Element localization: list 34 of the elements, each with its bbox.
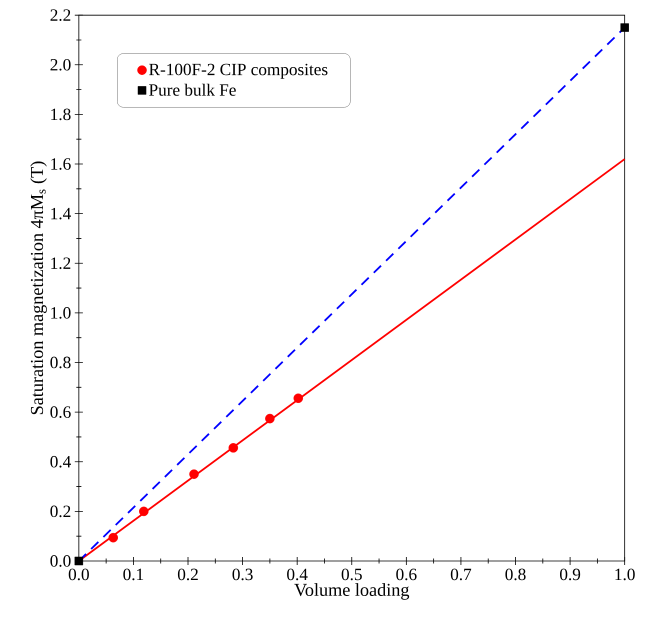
x-tick-label: 0.7 xyxy=(450,568,472,580)
legend-label: Pure bulk Fe xyxy=(149,84,236,96)
y-tick-label: 1.2 xyxy=(51,258,70,270)
x-tick-label: 0.3 xyxy=(232,568,253,580)
legend-label: R-100F-2 CIP composites xyxy=(149,64,328,79)
y-tick-label: 0.6 xyxy=(50,406,71,418)
x-tick-label: 0.2 xyxy=(178,568,198,580)
y-tick-label: 0.0 xyxy=(50,555,71,567)
x-axis-title: Volume loading xyxy=(294,583,410,600)
y-tick-label: 0.4 xyxy=(50,456,71,468)
y-tick-label: 1.0 xyxy=(51,307,71,319)
point xyxy=(620,23,629,32)
point xyxy=(108,533,118,543)
x-tick-label: 1.0 xyxy=(615,568,635,580)
x-tick-label: 0.6 xyxy=(396,568,417,580)
y-tick-label: 2.2 xyxy=(50,9,70,22)
y-tick-label: 0.2 xyxy=(50,506,70,518)
x-tick-label: 0.0 xyxy=(68,568,89,580)
point xyxy=(139,506,149,516)
point xyxy=(228,443,238,453)
x-tick-label: 0.1 xyxy=(123,568,144,580)
x-tick-label: 0.4 xyxy=(287,568,308,580)
y-axis-title: Saturation magnetization 4πM$_{s}$ (T) xyxy=(30,162,47,414)
point xyxy=(265,414,275,424)
y-tick-label: 1.6 xyxy=(51,158,71,170)
y-tick-label: 1.8 xyxy=(51,108,71,120)
x-tick-label: 0.5 xyxy=(342,568,362,580)
y-tick-label: 1.4 xyxy=(51,208,71,220)
x-tick-label: 0.9 xyxy=(560,568,580,580)
point xyxy=(294,394,304,404)
y-tick-label: 2.0 xyxy=(50,59,71,71)
point xyxy=(189,470,199,480)
x-tick-label: 0.8 xyxy=(505,568,526,580)
y-tick-label: 0.8 xyxy=(50,356,71,368)
